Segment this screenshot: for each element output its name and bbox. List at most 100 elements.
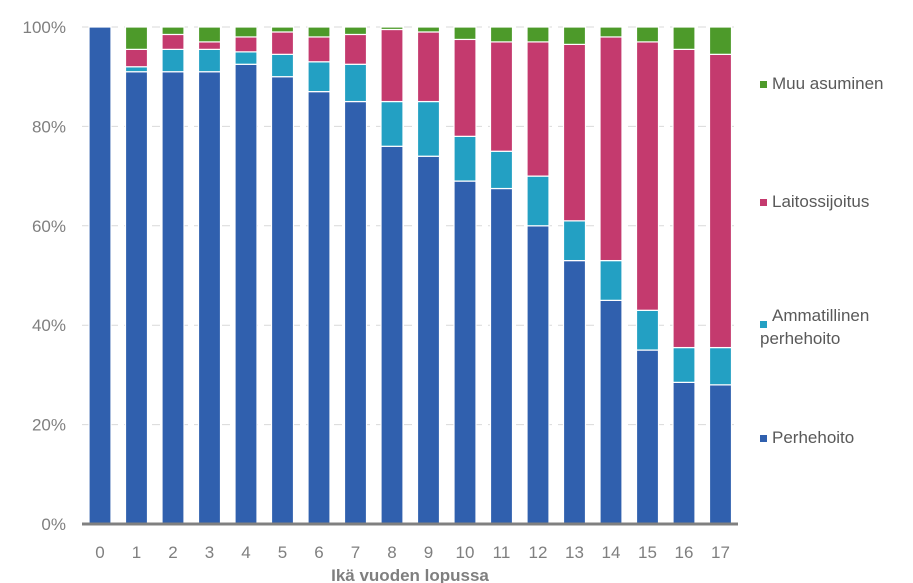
legend-item-perhehoito: Perhehoito <box>760 428 854 447</box>
bar-segment-muu-asuminen-13 <box>562 26 587 45</box>
bar-segment-laitossijoitus-12 <box>526 41 550 177</box>
x-tick-label: 6 <box>314 543 323 562</box>
legend-label: Muu asuminen <box>772 74 884 93</box>
x-tick-label: 3 <box>205 543 214 562</box>
bar-segment-laitossijoitus-8 <box>380 28 404 103</box>
bar-segment-perhehoito-6 <box>307 91 331 525</box>
x-axis-title: Ikä vuoden lopussa <box>331 566 489 583</box>
bar-segment-laitossijoitus-13 <box>562 43 587 222</box>
bar-segment-perhehoito-4 <box>234 63 258 525</box>
bar-segment-muu-asuminen-9 <box>416 26 441 33</box>
bar-segment-perhehoito-16 <box>672 381 696 525</box>
bar-segment-muu-asuminen-12 <box>526 26 550 43</box>
legend-item-muu-asuminen: Muu asuminen <box>760 74 884 93</box>
gridlines <box>82 26 738 426</box>
bar-segment-muu-asuminen-5 <box>270 26 295 33</box>
bar-segment-laitossijoitus-16 <box>672 48 696 349</box>
legend-swatch <box>760 199 767 206</box>
bar-segment-laitossijoitus-7 <box>343 33 368 65</box>
bar-segment-laitossijoitus-3 <box>197 41 222 50</box>
bar-segment-ammatillinen-perhehoito-14 <box>599 259 623 301</box>
bar-segment-muu-asuminen-16 <box>672 26 696 50</box>
legend-swatch <box>760 435 767 442</box>
x-tick-label: 1 <box>132 543 141 562</box>
bar-segment-perhehoito-13 <box>562 259 587 525</box>
bar-segment-laitossijoitus-15 <box>635 41 660 311</box>
bar-segment-laitossijoitus-4 <box>234 36 258 53</box>
y-tick-label: 60% <box>32 217 66 236</box>
bar-segment-ammatillinen-perhehoito-11 <box>489 150 514 190</box>
bar-segment-ammatillinen-perhehoito-15 <box>635 309 660 351</box>
bar-segment-muu-asuminen-10 <box>453 26 477 41</box>
bar-segment-perhehoito-10 <box>453 180 477 525</box>
bar-segment-laitossijoitus-2 <box>161 33 185 50</box>
x-tick-label: 16 <box>675 543 694 562</box>
bar-segment-laitossijoitus-5 <box>270 31 295 55</box>
legend-swatch <box>760 81 767 88</box>
x-tick-label: 4 <box>241 543 250 562</box>
y-tick-label: 0% <box>41 515 66 534</box>
bar-segment-perhehoito-9 <box>416 155 441 525</box>
bar-segment-ammatillinen-perhehoito-8 <box>380 100 404 147</box>
bar-segment-perhehoito-17 <box>708 384 733 525</box>
bar-segment-perhehoito-12 <box>526 225 550 525</box>
bar-segment-ammatillinen-perhehoito-12 <box>526 175 550 227</box>
x-tick-label: 14 <box>602 543 621 562</box>
bar-segment-perhehoito-14 <box>599 299 623 525</box>
bar-segment-laitossijoitus-6 <box>307 36 331 63</box>
bar-segment-ammatillinen-perhehoito-16 <box>672 346 696 383</box>
y-tick-labels: 0% 20% 40% 60% 80% 100% <box>23 18 66 534</box>
bar-segment-laitossijoitus-11 <box>489 41 514 152</box>
bar-segment-ammatillinen-perhehoito-6 <box>307 61 331 93</box>
legend-label: Ammatillinen <box>772 306 869 325</box>
x-tick-label: 12 <box>529 543 548 562</box>
bar-segment-perhehoito-2 <box>161 71 185 525</box>
bar-segment-perhehoito-11 <box>489 187 514 525</box>
x-tick-label: 0 <box>95 543 104 562</box>
bar-segment-ammatillinen-perhehoito-17 <box>708 346 733 386</box>
legend-label: Perhehoito <box>772 428 854 447</box>
y-tick-label: 40% <box>32 316 66 335</box>
bar-segment-perhehoito-5 <box>270 76 295 525</box>
legend-item-laitossijoitus: Laitossijoitus <box>760 192 869 211</box>
bar-segment-muu-asuminen-15 <box>635 26 660 43</box>
x-tick-label: 7 <box>351 543 360 562</box>
bar-segment-muu-asuminen-3 <box>197 26 222 43</box>
bar-segment-laitossijoitus-14 <box>599 36 623 262</box>
bar-segment-muu-asuminen-8 <box>380 26 404 31</box>
bar-segment-muu-asuminen-17 <box>708 26 733 55</box>
bar-segment-ammatillinen-perhehoito-5 <box>270 53 295 78</box>
legend-label-line2: perhehoito <box>760 329 840 348</box>
bar-segment-muu-asuminen-14 <box>599 26 623 38</box>
bar-segment-ammatillinen-perhehoito-7 <box>343 63 368 103</box>
y-tick-label: 100% <box>23 18 66 37</box>
y-tick-label: 20% <box>32 416 66 435</box>
x-tick-label: 5 <box>278 543 287 562</box>
legend-swatch <box>760 321 767 328</box>
legend: Muu asuminen Laitossijoitus Ammatillinen pe… <box>760 74 884 447</box>
bar-segment-perhehoito-1 <box>124 71 149 525</box>
x-tick-labels: 0 1 2 3 4 5 6 7 8 9 10 11 12 13 14 15 16 17 <box>95 543 730 562</box>
bar-segment-perhehoito-0 <box>88 26 112 525</box>
bar-segment-ammatillinen-perhehoito-9 <box>416 100 441 157</box>
x-tick-label: 11 <box>493 543 511 562</box>
bar-segment-ammatillinen-perhehoito-13 <box>562 220 587 262</box>
bar-segment-muu-asuminen-1 <box>124 26 149 50</box>
x-tick-label: 15 <box>638 543 657 562</box>
legend-label: Laitossijoitus <box>772 192 869 211</box>
bar-segment-perhehoito-7 <box>343 100 368 525</box>
x-tick-label: 8 <box>387 543 396 562</box>
legend-item-ammatillinen-perhehoito: Ammatillinen perhehoito <box>760 306 869 348</box>
bar-segment-muu-asuminen-11 <box>489 26 514 43</box>
x-tick-label: 2 <box>168 543 177 562</box>
bar-segment-ammatillinen-perhehoito-2 <box>161 48 185 73</box>
bars <box>88 26 733 525</box>
x-tick-label: 9 <box>424 543 433 562</box>
bar-segment-muu-asuminen-4 <box>234 26 258 38</box>
bar-segment-perhehoito-15 <box>635 349 660 525</box>
bar-segment-ammatillinen-perhehoito-3 <box>197 48 222 73</box>
bar-segment-muu-asuminen-6 <box>307 26 331 38</box>
bar-segment-laitossijoitus-9 <box>416 31 441 103</box>
x-tick-label: 17 <box>711 543 730 562</box>
x-tick-label: 13 <box>565 543 584 562</box>
